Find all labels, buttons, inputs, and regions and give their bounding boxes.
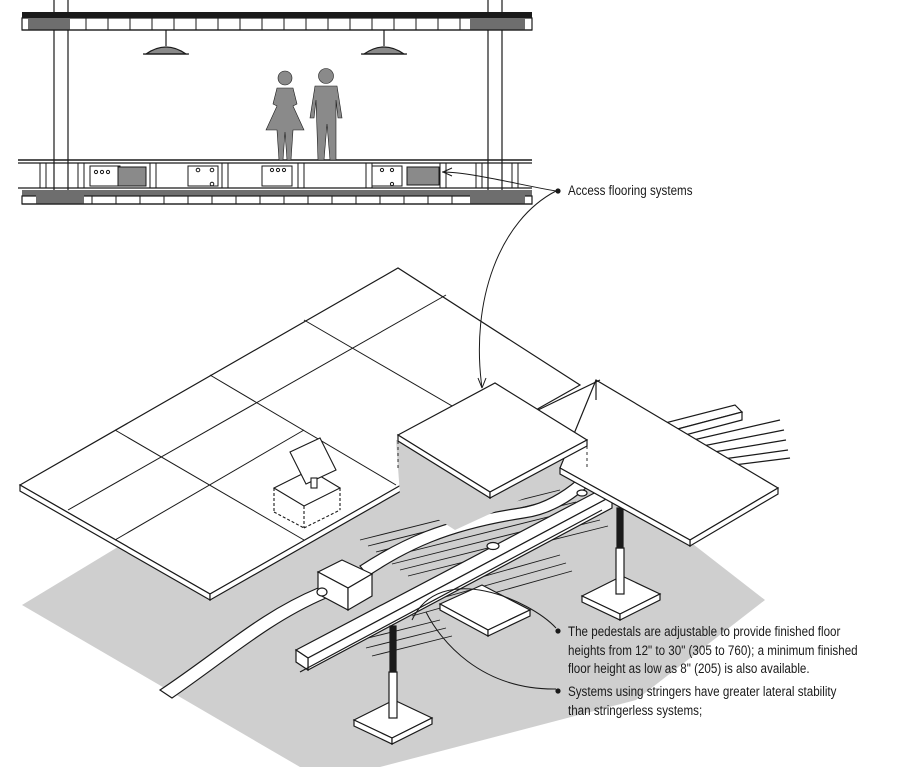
annotation-line: floor height as low as 8" (205) is also …: [568, 661, 810, 676]
loose-floor-panel: [438, 584, 532, 638]
lifted-floor-panel: [396, 382, 589, 500]
building-section: [18, 0, 533, 205]
person-figure-woman: [265, 70, 305, 161]
leader-bullet: [555, 628, 561, 634]
annotation-line: heights from 12" to 30" (305 to 760); a …: [568, 642, 858, 658]
pedestal-left: [352, 625, 434, 745]
section-pedestals: [39, 163, 519, 188]
lower-floor-slab: [18, 187, 533, 205]
ceiling-light-fixture: [143, 30, 189, 55]
upper-floor-slab: [21, 12, 533, 31]
annotation-pedestals: The pedestals are adjustable to provide …: [568, 623, 858, 679]
section-junction-box: [89, 165, 440, 187]
raised-floor-panel-right: [537, 379, 780, 548]
ceiling-light-fixture: [361, 30, 407, 55]
person-figure-man: [309, 68, 343, 161]
floor-outlet-box: [272, 437, 342, 529]
annotation-line: than stringerless systems;: [568, 702, 703, 718]
leader-bullet: [555, 188, 561, 194]
pedestal-right: [580, 507, 662, 621]
leader-lines: [411, 167, 557, 690]
leader-bullet: [555, 688, 561, 694]
junction-box: [316, 559, 374, 612]
stringer-rail: [294, 489, 614, 673]
annotation-line: Systems using stringers have greater lat…: [568, 684, 837, 699]
annotation-stringers: Systems using stringers have greater lat…: [568, 683, 836, 720]
annotation-line: The pedestals are adjustable to provide …: [568, 624, 841, 639]
annotation-access-flooring: Access flooring systems: [568, 183, 693, 198]
